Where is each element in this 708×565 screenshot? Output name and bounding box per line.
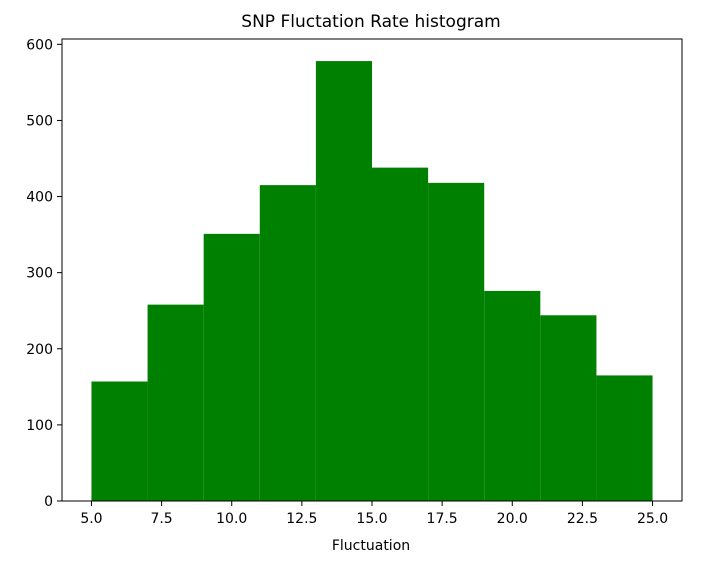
histogram-bar	[259, 185, 316, 502]
x-tick-label: 12.5	[286, 511, 317, 527]
histogram-bar	[428, 182, 485, 501]
y-tick-label: 300	[26, 266, 53, 282]
x-tick-label: 7.5	[150, 511, 172, 527]
x-tick-label: 5.0	[80, 511, 102, 527]
x-axis-label: Fluctuation	[332, 538, 410, 554]
chart-title: SNP Fluctation Rate histogram	[241, 12, 500, 32]
histogram-bar	[596, 375, 653, 501]
y-tick-label: 600	[26, 37, 53, 53]
histogram-bar	[372, 167, 429, 501]
bars-group	[91, 61, 653, 502]
histogram-bar	[315, 61, 372, 502]
x-tick-label: 25.0	[637, 511, 668, 527]
x-tick-label: 22.5	[567, 511, 598, 527]
y-axis-ticks: 0 100 200 300 400 500 600	[26, 37, 62, 510]
histogram-bar	[540, 315, 597, 501]
x-tick-label: 20.0	[497, 511, 528, 527]
y-tick-label: 200	[26, 342, 53, 358]
y-tick-label: 500	[26, 113, 53, 129]
x-axis-ticks: 5.0 7.5 10.0 12.5 15.0 17.5 20.0 22.5 25.0	[80, 501, 668, 527]
histogram-bar	[91, 381, 148, 501]
x-tick-label: 17.5	[427, 511, 458, 527]
y-tick-label: 100	[26, 418, 53, 434]
y-tick-label: 400	[26, 190, 53, 206]
histogram-bar	[147, 304, 204, 501]
x-tick-label: 10.0	[216, 511, 247, 527]
x-tick-label: 15.0	[356, 511, 387, 527]
y-tick-label: 0	[44, 494, 53, 510]
histogram-bar	[203, 233, 260, 501]
histogram-bar	[484, 290, 541, 501]
